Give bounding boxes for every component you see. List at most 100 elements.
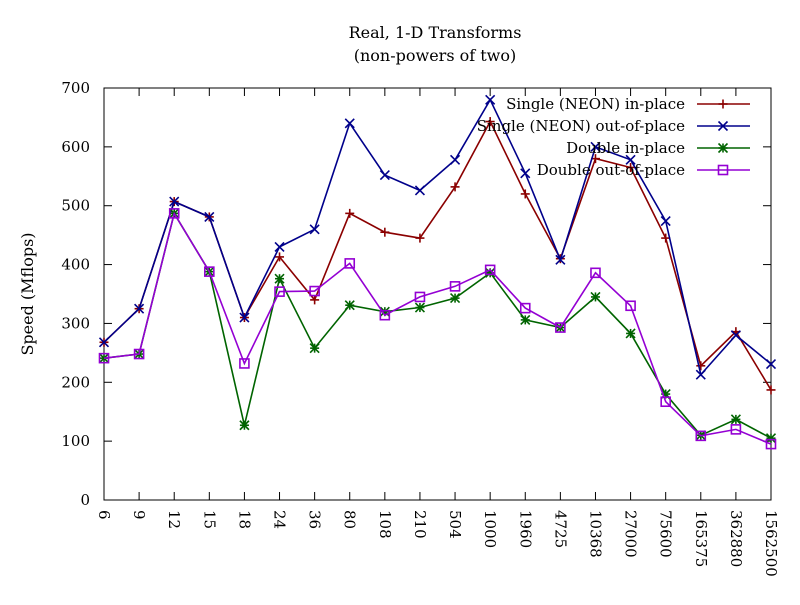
square-marker [730,424,742,435]
data-point [661,233,671,243]
data-point [625,300,636,312]
x-tick-label: 165375 [692,510,710,567]
star-marker-b [520,314,531,325]
star-marker-b [414,302,426,313]
star-marker-b [485,267,496,278]
x-tick-label: 75600 [657,510,675,558]
x-tick-label: 6 [95,510,113,520]
series-2 [98,94,777,380]
data-point [309,343,320,354]
cross-marker-b [414,185,426,196]
data-point [98,352,110,364]
data-point [379,170,390,181]
cross-marker-b [555,254,566,265]
x-tick-label: 504 [446,510,464,539]
cross-marker-b [660,215,671,227]
square-marker [717,164,729,176]
star-marker-b [309,343,320,354]
series-line [103,98,772,377]
data-point [766,385,776,395]
data-point [133,348,145,360]
star-marker-b [717,142,729,154]
data-point [590,291,601,303]
data-point [730,424,742,435]
data-point [274,273,285,284]
y-axis-ticks: 0 100 200 300 400 500 600 700 [61,79,771,509]
data-point [625,328,636,339]
x-axis-ticks: 6 9 12 15 18 24 36 80 108 210 504 1000 1960 4725 10368… [95,88,780,577]
square-marker [519,302,531,314]
data-point [379,309,391,321]
data-point [519,302,531,314]
data-point [484,264,496,276]
star-marker-b [344,300,355,311]
square-marker [414,291,426,303]
legend: Single (NEON) in-place Single (NEON) out-… [477,95,750,179]
cross-marker-b [695,369,706,380]
data-point [449,154,461,165]
data-point [485,117,495,127]
star-marker-b [274,273,285,284]
data-point [274,286,285,297]
data-point [239,312,250,323]
square-marker [239,358,250,369]
data-point [134,303,145,314]
data-point [730,330,741,341]
data-point [169,196,180,207]
cross-marker-b [169,196,180,207]
y-tick-label: 700 [61,79,90,97]
data-point [204,211,215,222]
legend-label: Single (NEON) in-place [506,95,685,113]
legend-label: Double in-place [566,139,685,157]
data-point [555,254,566,265]
data-point [695,430,707,442]
data-point [309,285,320,297]
data-point [660,215,671,227]
data-point [414,302,426,313]
cross-marker-b [274,241,285,252]
cross-marker-b [590,141,601,152]
y-tick-label: 500 [61,197,90,215]
star-marker-b [590,291,601,303]
cross-marker-b [344,118,355,129]
data-point [730,414,741,425]
data-point [625,154,636,165]
data-point [168,208,180,219]
data-point [485,94,496,105]
x-tick-label: 15 [200,510,218,529]
star-marker-b [765,433,777,444]
data-point [590,141,601,152]
data-point [274,241,285,252]
x-tick-label: 108 [376,510,394,539]
y-tick-label: 600 [61,138,90,156]
legend-swatch [697,99,750,109]
chart-subtitle: (non-powers of two) [354,46,517,65]
star-marker-b [625,328,636,339]
cross-marker-b [520,168,531,179]
x-tick-label: 12 [165,510,183,529]
cross-marker-b [765,358,777,370]
x-tick-label: 10368 [586,510,604,558]
square-marker [309,285,320,297]
cross-marker-b [730,330,741,341]
cross-marker-b [309,224,320,235]
cross-marker-b [239,312,250,323]
square-marker [344,258,356,269]
square-marker [133,348,145,360]
square-marker [625,300,636,312]
data-point [98,337,110,348]
data-point [414,185,426,196]
data-point [555,322,566,333]
square-marker [98,352,110,364]
cross-marker-b [204,211,215,222]
square-marker [590,267,601,279]
series-4 [98,208,777,450]
data-point [275,252,285,262]
data-point [450,182,460,192]
y-tick-label: 200 [61,373,90,391]
cross-marker-b [98,337,110,348]
legend-swatch [697,164,750,176]
data-point [344,118,355,129]
data-point [239,420,250,431]
legend-swatch [697,120,750,132]
